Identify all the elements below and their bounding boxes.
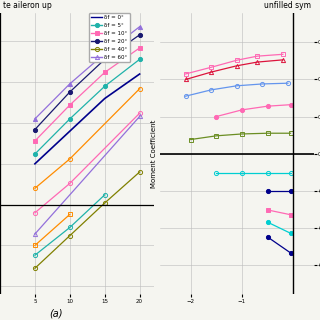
Y-axis label: Moment Coefficient: Moment Coefficient <box>151 119 157 188</box>
Text: unfilled sym: unfilled sym <box>264 1 310 10</box>
Text: te aileron up: te aileron up <box>3 1 52 10</box>
Text: (a): (a) <box>49 309 63 319</box>
Legend: δf = 0°, δf = 5°, δf = 10°, δf = 20°, δf = 40°, δf = 60°: δf = 0°, δf = 5°, δf = 10°, δf = 20°, δf… <box>89 13 130 62</box>
